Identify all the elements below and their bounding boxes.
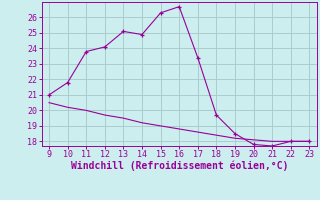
X-axis label: Windchill (Refroidissement éolien,°C): Windchill (Refroidissement éolien,°C) — [70, 161, 288, 171]
